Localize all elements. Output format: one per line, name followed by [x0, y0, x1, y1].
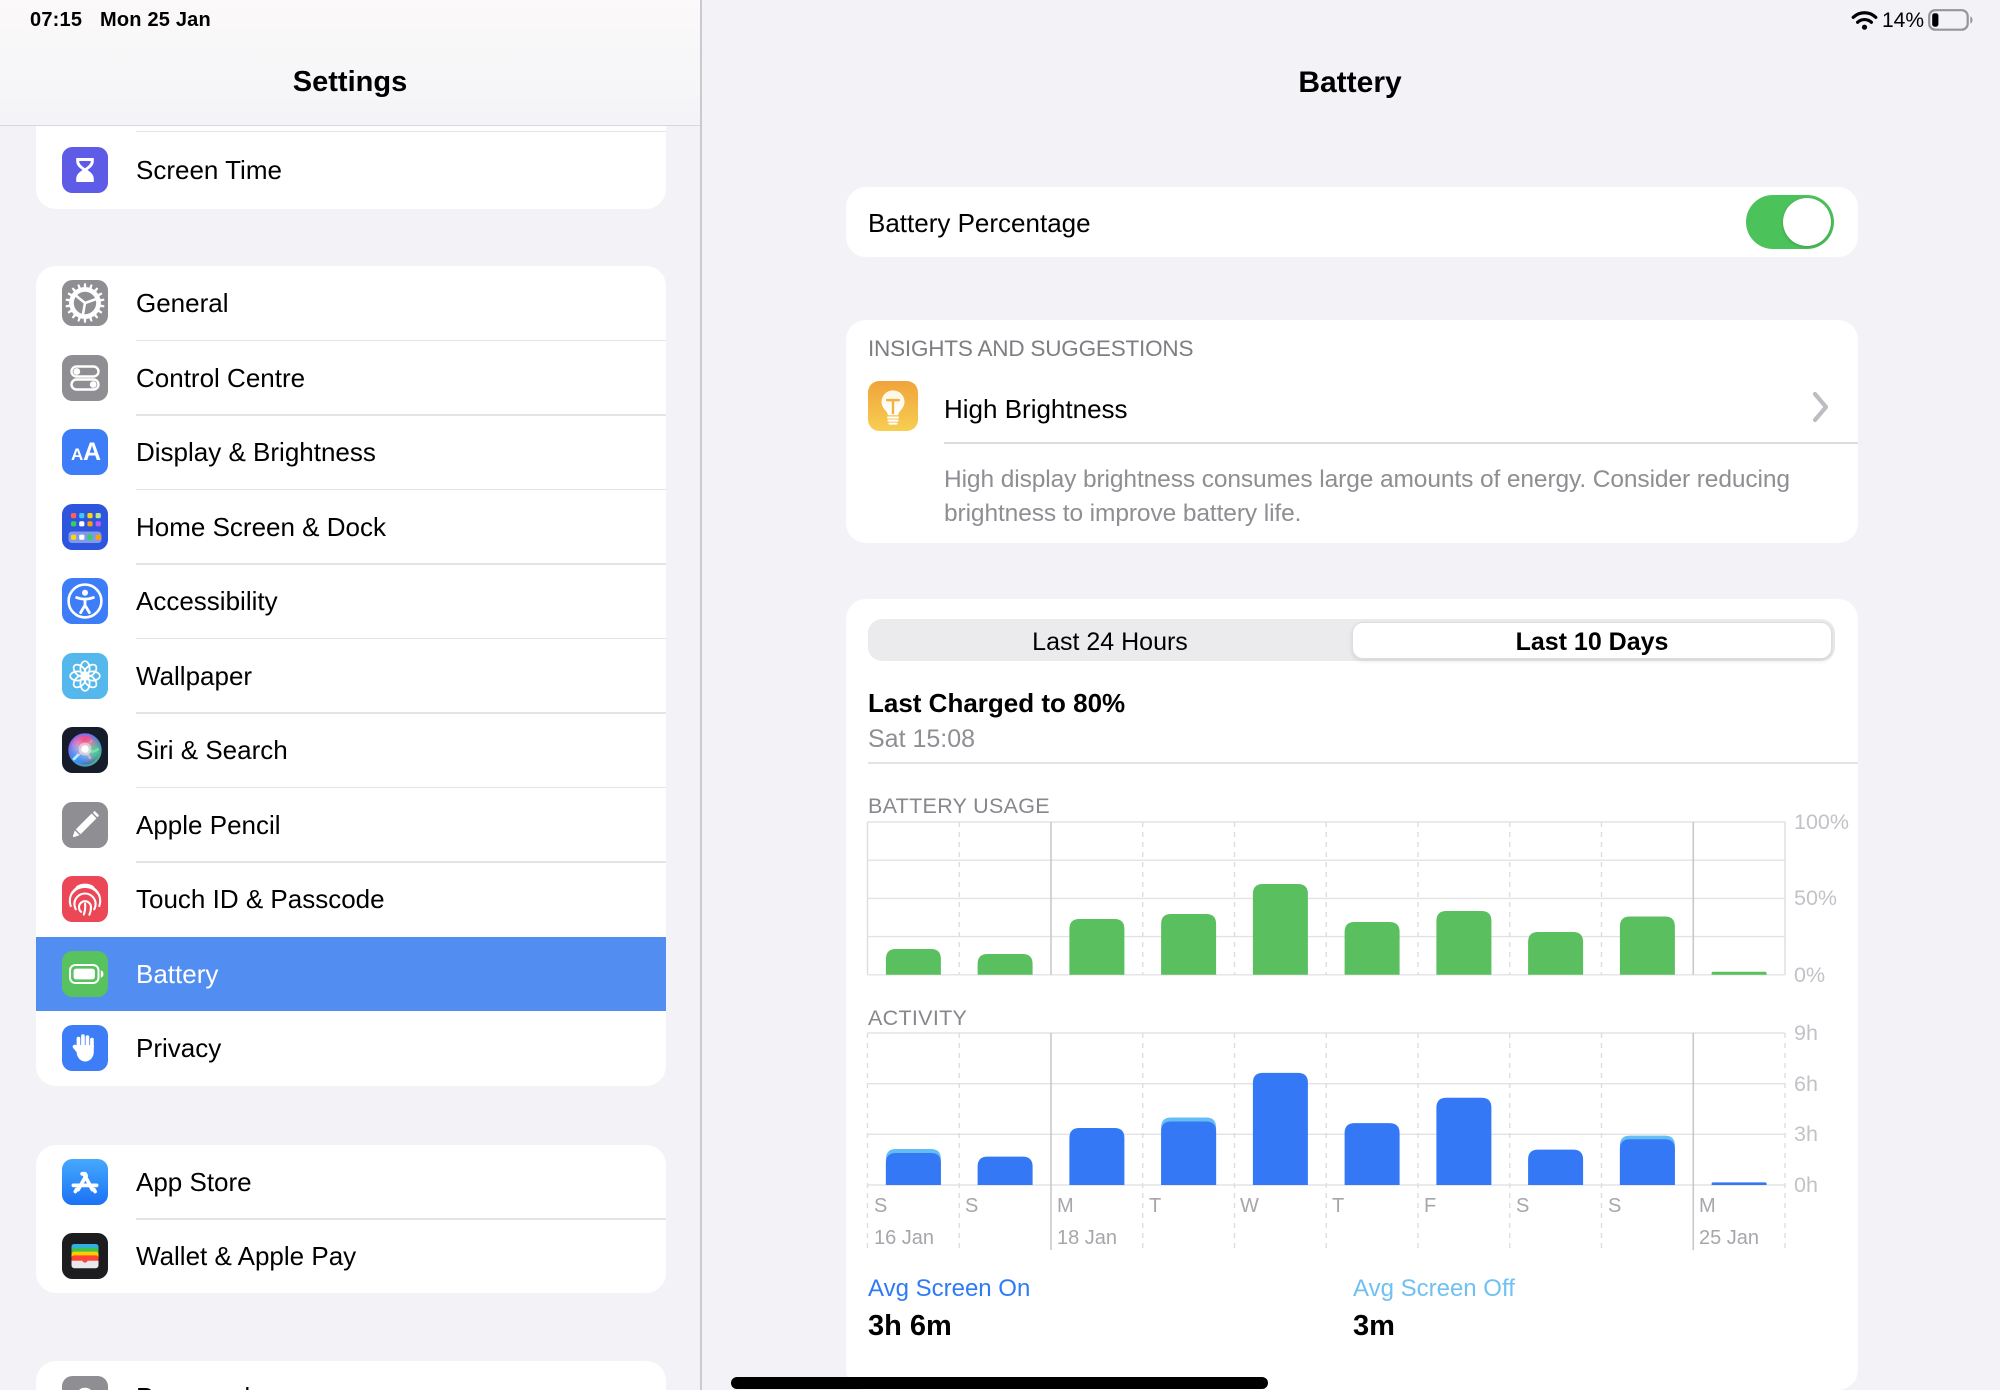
- svg-text:A: A: [83, 438, 101, 466]
- svg-text:A: A: [71, 445, 83, 464]
